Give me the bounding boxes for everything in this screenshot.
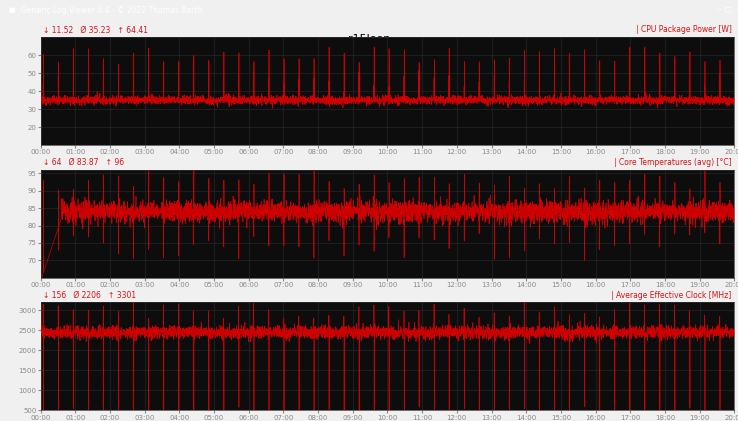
Text: ↓ 156   Ø 2206   ↑ 3301: ↓ 156 Ø 2206 ↑ 3301 [44,290,137,300]
Text: ─  □  ✕: ─ □ ✕ [716,7,738,13]
Text: Generic Log Viewer 6.4 - © 2022 Thomas Barth: Generic Log Viewer 6.4 - © 2022 Thomas B… [21,5,202,15]
Text: ■: ■ [9,7,15,13]
Text: | Average Effective Clock [MHz]: | Average Effective Clock [MHz] [611,290,731,300]
Text: | Core Temperatures (avg) [°C]: | Core Temperatures (avg) [°C] [614,158,731,167]
Text: | CPU Package Power [W]: | CPU Package Power [W] [635,25,731,35]
Text: ↓ 11.52   Ø 35.23   ↑ 64.41: ↓ 11.52 Ø 35.23 ↑ 64.41 [44,25,148,35]
Text: ↓ 64   Ø 83.87   ↑ 96: ↓ 64 Ø 83.87 ↑ 96 [44,158,125,167]
Text: r15loop: r15loop [348,34,390,44]
